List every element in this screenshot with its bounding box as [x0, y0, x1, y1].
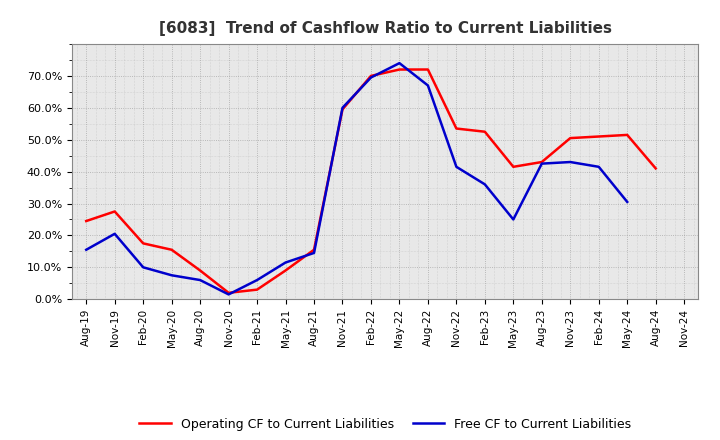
Free CF to Current Liabilities: [395, 60, 404, 66]
Operating CF to Current Liabilities: [452, 126, 461, 131]
Free CF to Current Liabilities: [225, 292, 233, 297]
Title: [6083]  Trend of Cashflow Ratio to Current Liabilities: [6083] Trend of Cashflow Ratio to Curren…: [158, 21, 612, 36]
Operating CF to Current Liabilities: [395, 67, 404, 72]
Operating CF to Current Liabilities: [310, 247, 318, 253]
Free CF to Current Liabilities: [623, 199, 631, 205]
Operating CF to Current Liabilities: [110, 209, 119, 214]
Operating CF to Current Liabilities: [623, 132, 631, 138]
Operating CF to Current Liabilities: [652, 166, 660, 171]
Operating CF to Current Liabilities: [282, 268, 290, 273]
Operating CF to Current Liabilities: [595, 134, 603, 139]
Operating CF to Current Liabilities: [338, 107, 347, 112]
Operating CF to Current Liabilities: [366, 73, 375, 78]
Operating CF to Current Liabilities: [509, 164, 518, 169]
Free CF to Current Liabilities: [196, 278, 204, 283]
Operating CF to Current Liabilities: [225, 290, 233, 296]
Operating CF to Current Liabilities: [82, 218, 91, 224]
Free CF to Current Liabilities: [310, 250, 318, 256]
Free CF to Current Liabilities: [452, 164, 461, 169]
Operating CF to Current Liabilities: [139, 241, 148, 246]
Free CF to Current Liabilities: [167, 273, 176, 278]
Free CF to Current Liabilities: [423, 83, 432, 88]
Free CF to Current Liabilities: [110, 231, 119, 236]
Free CF to Current Liabilities: [282, 260, 290, 265]
Free CF to Current Liabilities: [509, 217, 518, 222]
Operating CF to Current Liabilities: [196, 268, 204, 273]
Free CF to Current Liabilities: [595, 164, 603, 169]
Operating CF to Current Liabilities: [423, 67, 432, 72]
Legend: Operating CF to Current Liabilities, Free CF to Current Liabilities: Operating CF to Current Liabilities, Fre…: [135, 413, 636, 436]
Line: Operating CF to Current Liabilities: Operating CF to Current Liabilities: [86, 70, 656, 293]
Free CF to Current Liabilities: [566, 159, 575, 165]
Free CF to Current Liabilities: [338, 105, 347, 110]
Free CF to Current Liabilities: [253, 278, 261, 283]
Line: Free CF to Current Liabilities: Free CF to Current Liabilities: [86, 63, 627, 294]
Free CF to Current Liabilities: [537, 161, 546, 166]
Operating CF to Current Liabilities: [167, 247, 176, 253]
Free CF to Current Liabilities: [480, 182, 489, 187]
Free CF to Current Liabilities: [82, 247, 91, 253]
Free CF to Current Liabilities: [139, 265, 148, 270]
Operating CF to Current Liabilities: [253, 287, 261, 292]
Operating CF to Current Liabilities: [566, 136, 575, 141]
Operating CF to Current Liabilities: [537, 159, 546, 165]
Operating CF to Current Liabilities: [480, 129, 489, 134]
Free CF to Current Liabilities: [366, 75, 375, 80]
